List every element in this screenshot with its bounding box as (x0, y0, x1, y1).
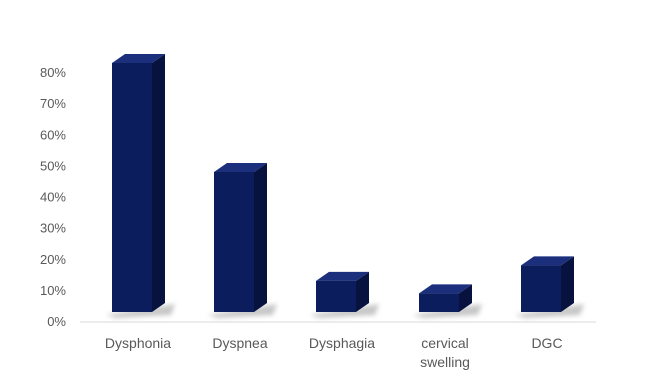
x-tick-label: cervical swelling (420, 335, 470, 370)
y-tick-label: 0% (47, 314, 66, 329)
y-tick-label: 40% (40, 190, 66, 205)
y-tick-label: 70% (40, 96, 66, 111)
bar-side-face (356, 271, 369, 312)
bar-side-face (254, 162, 267, 312)
y-tick-label: 30% (40, 221, 66, 236)
x-tick-label-line: Dyspnea (212, 335, 267, 351)
y-tick-label: 80% (40, 65, 66, 80)
bar-side-face (561, 256, 574, 312)
x-tick-label: Dyspnea (212, 335, 267, 351)
x-axis-tick-labels: Dysphonia Dyspnea Dysphagia cervical swellin… (105, 335, 563, 370)
bar-front-face (521, 265, 561, 312)
x-tick-label-line: DGC (531, 335, 562, 351)
bars (112, 54, 574, 312)
x-tick-label-line: swelling (420, 354, 470, 370)
bar-top-face (112, 54, 165, 63)
y-tick-label: 20% (40, 252, 66, 267)
bar-front-face (112, 63, 152, 312)
bar-front-face (316, 280, 356, 312)
x-tick-label-line: Dysphagia (309, 335, 375, 351)
y-tick-label: 10% (40, 283, 66, 298)
x-tick-label-line: cervical (421, 335, 468, 351)
bar-front-face (214, 171, 254, 312)
bar-4 (521, 256, 574, 312)
bar-1 (214, 162, 267, 312)
bar-front-face (419, 293, 459, 312)
bar-side-face (459, 284, 472, 312)
bar-top-face (214, 162, 267, 172)
bar-top-face (316, 271, 369, 281)
x-tick-label: Dysphagia (309, 335, 375, 351)
bar-top-face (419, 284, 472, 294)
bar-0 (112, 54, 165, 312)
bar-top-face (521, 256, 574, 266)
y-tick-label: 60% (40, 127, 66, 142)
x-tick-label-line: Dysphonia (105, 335, 171, 351)
bar-3 (419, 284, 472, 312)
bar-side-face (152, 54, 165, 312)
x-tick-label: DGC (531, 335, 562, 351)
x-tick-label: Dysphonia (105, 335, 171, 351)
bar-2 (316, 271, 369, 312)
y-tick-label: 50% (40, 158, 66, 173)
y-axis-tick-labels: 0% 10% 20% 30% 40% 50% 60% 70% 80% (40, 65, 66, 329)
